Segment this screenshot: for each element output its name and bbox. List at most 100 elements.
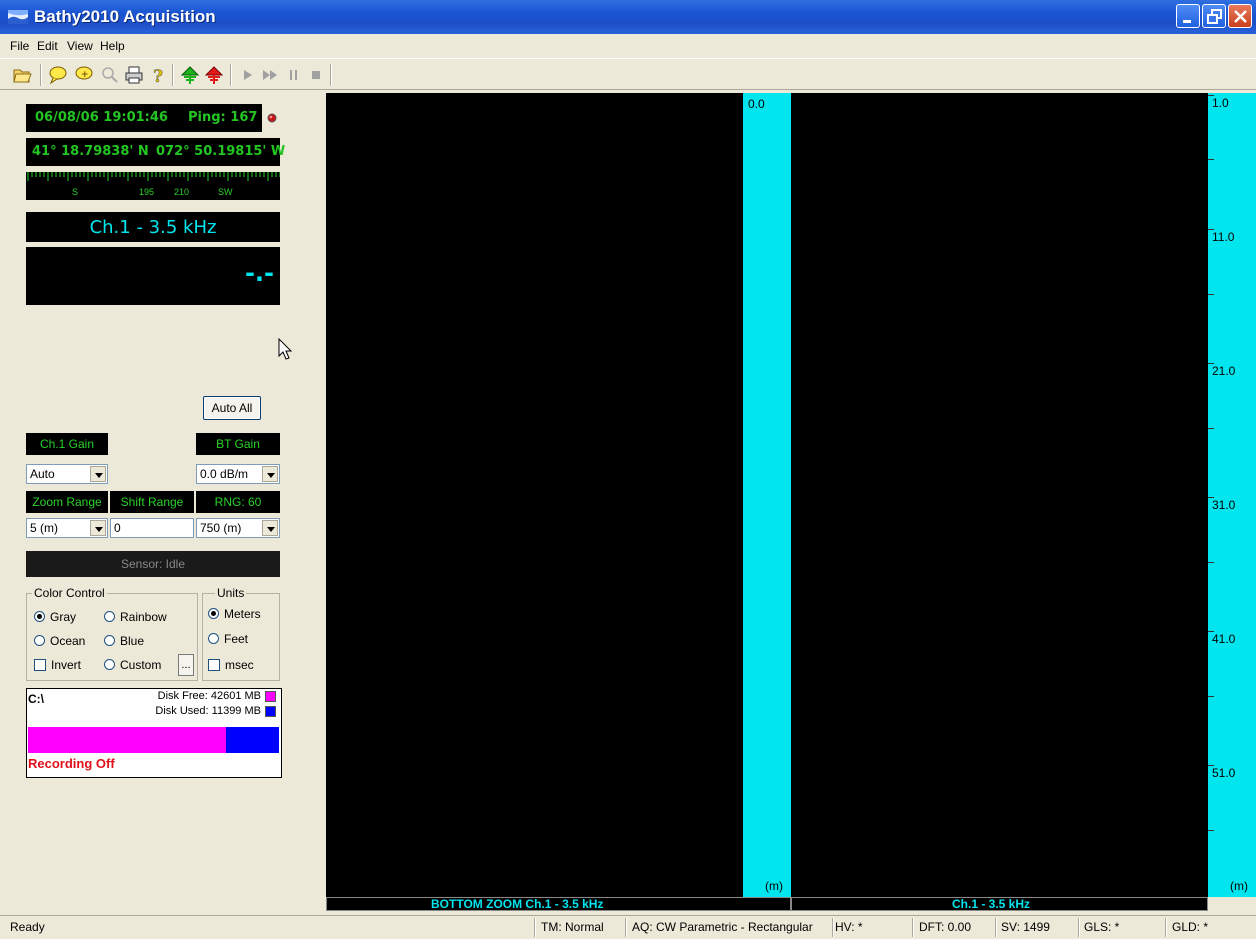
main-scale-label: 51.0: [1212, 766, 1236, 780]
status-aq: AQ: CW Parametric - Rectangular: [632, 920, 813, 934]
menu-view[interactable]: View: [67, 39, 93, 53]
drive-label: C:\: [28, 692, 44, 706]
compass-ticks: [27, 172, 280, 181]
main-label: Ch.1 - 3.5 kHz: [952, 897, 1031, 911]
rng-select[interactable]: 750 (m): [196, 518, 280, 538]
checkbox-invert[interactable]: Invert: [34, 658, 81, 672]
longitude-display: 072° 50.19815' W: [150, 138, 285, 166]
shift-range-label: Shift Range: [110, 491, 194, 513]
ch1-gain-select[interactable]: Auto: [26, 464, 108, 484]
status-led-icon: [267, 113, 277, 123]
radio-ocean[interactable]: Ocean: [34, 634, 85, 648]
latitude-text: 41° 18.79838' N: [32, 144, 149, 159]
status-sv: SV: 1499: [1001, 920, 1050, 934]
help-icon[interactable]: ?: [148, 65, 168, 85]
mouse-cursor-icon: [278, 338, 293, 360]
status-tm: TM: Normal: [541, 920, 604, 934]
radio-custom[interactable]: Custom: [104, 658, 161, 672]
zoom-scale-unit: (m): [765, 879, 783, 893]
radio-feet[interactable]: Feet: [208, 632, 248, 646]
title-bar[interactable]: Bathy2010 Acquisition: [0, 0, 1256, 34]
comment-icon[interactable]: [48, 65, 68, 85]
depth-readout-box: -.-: [26, 247, 280, 305]
main-scale-label: 21.0: [1212, 364, 1236, 378]
minimize-icon: [1183, 20, 1191, 23]
red-ping-icon[interactable]: [204, 65, 224, 85]
close-icon: [1234, 10, 1247, 23]
bt-gain-label: BT Gain: [196, 433, 280, 455]
menu-bar: File Edit View Help: [0, 35, 1256, 57]
stop-icon[interactable]: [306, 65, 326, 85]
menu-edit[interactable]: Edit: [37, 39, 58, 53]
disk-free-swatch: [265, 691, 276, 702]
chevron-down-icon[interactable]: [90, 520, 106, 536]
compass-strip: S 195 210 SW: [26, 172, 280, 200]
zoom-range-value: 5 (m): [30, 521, 58, 535]
ping-display: Ping: 167: [180, 104, 262, 132]
bt-gain-select[interactable]: 0.0 dB/m: [196, 464, 280, 484]
main-scale-label: 41.0: [1212, 632, 1236, 646]
main-depth-scale: 1.0 11.0 21.0 31.0 41.0 51.0 (m): [1208, 93, 1256, 897]
status-bar: Ready TM: Normal AQ: CW Parametric - Rec…: [0, 915, 1256, 939]
main-echogram-display[interactable]: [791, 93, 1256, 897]
custom-color-button[interactable]: ...: [178, 654, 194, 676]
chevron-down-icon[interactable]: [90, 466, 106, 482]
status-dft: DFT: 0.00: [919, 920, 972, 934]
disk-used-text: Disk Used: 11399 MB: [155, 705, 261, 717]
compass-label-195: 195: [139, 187, 155, 197]
bt-gain-value: 0.0 dB/m: [200, 467, 249, 481]
main-scale-label: 31.0: [1212, 498, 1236, 512]
zoom-range-label: Zoom Range: [26, 491, 108, 513]
svg-text:?: ?: [153, 67, 163, 85]
zoom-depth-scale: 0.0 (m): [743, 93, 791, 897]
marker-icon[interactable]: +: [74, 65, 94, 85]
radio-blue[interactable]: Blue: [104, 634, 144, 648]
radio-meters[interactable]: Meters: [208, 607, 261, 621]
zoom-icon[interactable]: [100, 65, 120, 85]
fast-forward-icon[interactable]: [260, 65, 280, 85]
disk-panel: C:\ Disk Free: 42601 MB Disk Used: 11399…: [26, 688, 282, 778]
rng-value: 750 (m): [200, 521, 242, 535]
control-panel: 06/08/06 19:01:46 Ping: 167 41° 18.79838…: [10, 92, 293, 912]
toolbar: + ?: [0, 58, 1256, 90]
depth-readout: -.-: [244, 259, 274, 287]
minimize-button[interactable]: [1176, 4, 1200, 28]
menu-help[interactable]: Help: [100, 39, 125, 53]
play-icon[interactable]: [238, 65, 258, 85]
zoom-label-bar: BOTTOM ZOOM Ch.1 - 3.5 kHz: [326, 897, 791, 911]
zoom-scale-top: 0.0: [748, 97, 765, 111]
disk-used-swatch: [265, 706, 276, 717]
datetime-display: 06/08/06 19:01:46: [26, 104, 186, 132]
main-label-bar: Ch.1 - 3.5 kHz: [791, 897, 1208, 911]
recording-status: Recording Off: [28, 756, 115, 771]
zoom-range-select[interactable]: 5 (m): [26, 518, 108, 538]
chevron-down-icon[interactable]: [262, 466, 278, 482]
pause-icon[interactable]: [284, 65, 304, 85]
green-ping-icon[interactable]: [180, 65, 200, 85]
app-icon: [8, 10, 28, 24]
menu-file[interactable]: File: [10, 39, 30, 53]
zoom-label: BOTTOM ZOOM Ch.1 - 3.5 kHz: [431, 897, 604, 911]
radio-rainbow[interactable]: Rainbow: [104, 610, 167, 624]
open-folder-icon[interactable]: [12, 65, 32, 85]
latitude-display: 41° 18.79838' N: [26, 138, 150, 166]
close-button[interactable]: [1228, 4, 1252, 28]
bottom-zoom-display[interactable]: [326, 93, 791, 897]
radio-gray[interactable]: Gray: [34, 610, 76, 624]
status-hv: HV: *: [835, 920, 863, 934]
chevron-down-icon[interactable]: [262, 520, 278, 536]
ping-text: Ping: 167: [188, 110, 258, 125]
checkbox-msec[interactable]: msec: [208, 658, 254, 672]
shift-range-input[interactable]: 0: [110, 518, 194, 538]
restore-button[interactable]: [1202, 4, 1226, 28]
ch1-gain-label: Ch.1 Gain: [26, 433, 108, 455]
longitude-text: 072° 50.19815' W: [156, 144, 286, 159]
restore-icon: [1207, 9, 1222, 24]
color-control-group: [26, 593, 198, 681]
main-scale-label: 1.0: [1212, 96, 1229, 110]
print-icon[interactable]: [124, 65, 144, 85]
status-gld: GLD: *: [1172, 920, 1209, 934]
auto-all-button[interactable]: Auto All: [203, 396, 261, 420]
shift-range-value: 0: [114, 521, 121, 535]
disk-free-text: Disk Free: 42601 MB: [157, 690, 261, 702]
